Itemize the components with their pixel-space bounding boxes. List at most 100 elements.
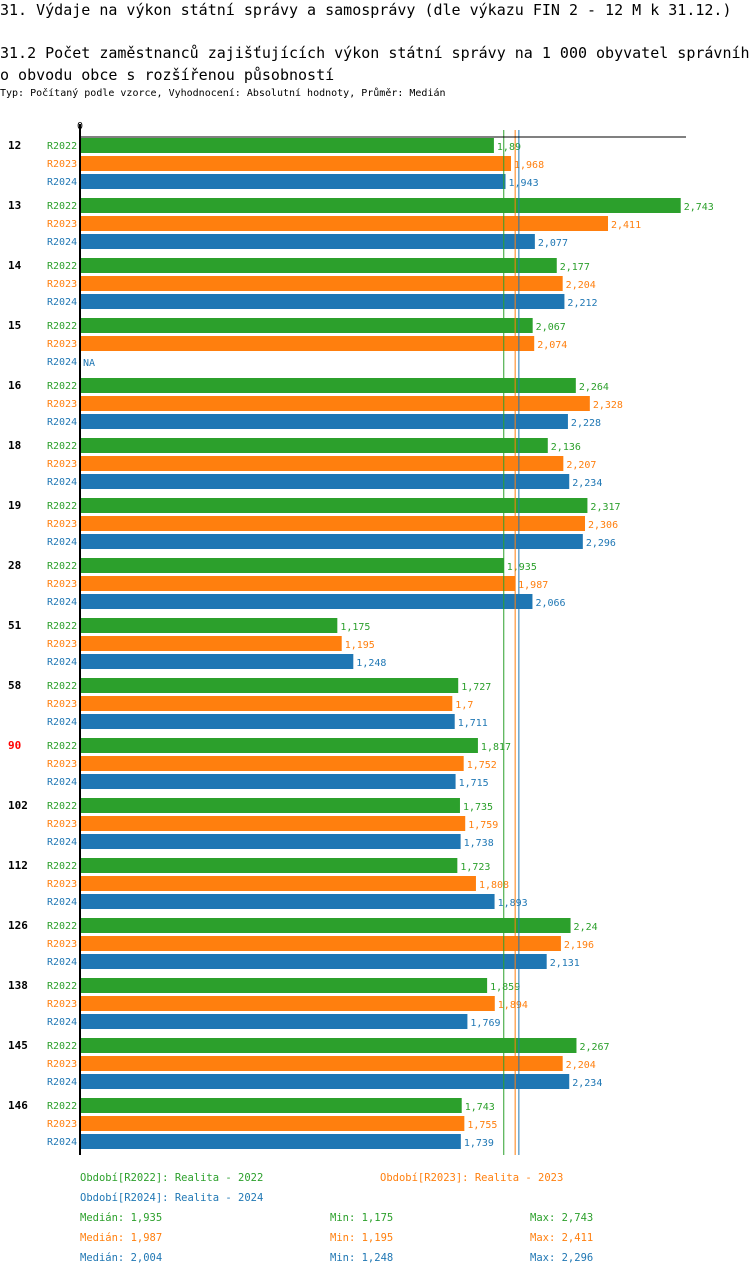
bar (80, 1098, 462, 1113)
series-label: R2024 (47, 897, 77, 908)
series-label: R2024 (47, 177, 77, 188)
data-label: 2,228 (571, 418, 601, 429)
bar (80, 1116, 465, 1131)
data-label: 2,234 (572, 478, 602, 489)
series-label: R2023 (47, 339, 77, 350)
series-label: R2024 (47, 297, 77, 308)
bar (80, 714, 455, 729)
series-label: R2023 (47, 519, 77, 530)
series-label: R2023 (47, 879, 77, 890)
bar (80, 816, 466, 831)
series-label: R2024 (47, 417, 77, 428)
series-label: R2022 (47, 1101, 77, 1112)
category-label: 58 (8, 679, 21, 692)
bar (80, 954, 547, 969)
bar (80, 894, 495, 909)
series-label: R2022 (47, 1041, 77, 1052)
data-label: 1,755 (467, 1120, 497, 1131)
bar (80, 1134, 461, 1149)
min-r2023: Min: 1,195 (330, 1232, 394, 1244)
series-label: R2022 (47, 561, 77, 572)
data-label: 1,175 (340, 622, 370, 633)
bar (80, 258, 557, 273)
bar (80, 456, 564, 471)
bar (80, 138, 494, 153)
data-label: NA (83, 358, 95, 369)
data-label: 2,328 (593, 400, 623, 411)
bar (80, 396, 590, 411)
data-label: 1,248 (356, 658, 386, 669)
median-r2024: Medián: 2,004 (80, 1252, 163, 1264)
median-r2022: Medián: 1,935 (80, 1212, 163, 1224)
bar (80, 936, 561, 951)
category-label: 13 (8, 199, 21, 212)
bar (80, 1038, 577, 1053)
data-label: 1,738 (464, 838, 494, 849)
series-label: R2024 (47, 657, 77, 668)
category-label: 15 (8, 319, 21, 332)
bar (80, 276, 563, 291)
series-label: R2024 (47, 357, 77, 368)
bar (80, 876, 476, 891)
bar (80, 174, 506, 189)
data-label: 2,067 (536, 322, 566, 333)
max-r2024: Max: 2,296 (530, 1252, 594, 1264)
series-label: R2022 (47, 801, 77, 812)
legend-period-r2023: Období[R2023]: Realita - 2023 (380, 1172, 564, 1184)
data-label: 2,131 (550, 958, 580, 969)
bar (80, 318, 533, 333)
series-label: R2024 (47, 1137, 77, 1148)
bar (80, 198, 681, 213)
bar-chart: 012R20221,89R20231,968R20241,94313R20222… (8, 121, 714, 1155)
data-label: 2,743 (684, 202, 714, 213)
bar (80, 474, 570, 489)
bar (80, 498, 588, 513)
data-label: 1,859 (490, 982, 520, 993)
data-label: 1,743 (465, 1102, 495, 1113)
bar (80, 156, 511, 171)
bar (80, 696, 453, 711)
bar (80, 534, 583, 549)
max-r2022: Max: 2,743 (530, 1212, 594, 1224)
bar (80, 1056, 563, 1071)
bar (80, 678, 459, 693)
data-label: 2,296 (586, 538, 616, 549)
bar (80, 336, 535, 351)
bar (80, 216, 609, 231)
data-label: 1,752 (467, 760, 497, 771)
series-label: R2023 (47, 279, 77, 290)
series-label: R2023 (47, 999, 77, 1010)
bar (80, 996, 495, 1011)
data-label: 1,89 (497, 142, 521, 153)
series-label: R2022 (47, 261, 77, 272)
series-label: R2023 (47, 159, 77, 170)
series-label: R2024 (47, 1077, 77, 1088)
series-label: R2023 (47, 219, 77, 230)
series-label: R2022 (47, 621, 77, 632)
data-label: 2,136 (551, 442, 581, 453)
data-label: 1,727 (461, 682, 491, 693)
series-label: R2022 (47, 501, 77, 512)
category-label: 16 (8, 379, 22, 392)
category-label: 138 (8, 979, 28, 992)
data-label: 1,711 (458, 718, 488, 729)
category-label: 18 (8, 439, 21, 452)
series-label: R2022 (47, 381, 77, 392)
min-r2024: Min: 1,248 (330, 1252, 394, 1264)
category-label: 12 (8, 139, 21, 152)
bar (80, 978, 488, 993)
series-label: R2023 (47, 459, 77, 470)
data-label: 2,204 (566, 1060, 596, 1071)
bar (80, 234, 535, 249)
series-label: R2023 (47, 1119, 77, 1130)
data-label: 1,894 (498, 1000, 528, 1011)
series-label: R2024 (47, 957, 77, 968)
series-label: R2024 (47, 537, 77, 548)
series-label: R2022 (47, 981, 77, 992)
category-label: 102 (8, 799, 28, 812)
chart-info: Typ: Počítaný podle vzorce, Vyhodnocení:… (0, 88, 446, 99)
data-label: 2,317 (590, 502, 620, 513)
bar (80, 516, 586, 531)
series-label: R2024 (47, 777, 77, 788)
data-label: 2,077 (538, 238, 568, 249)
